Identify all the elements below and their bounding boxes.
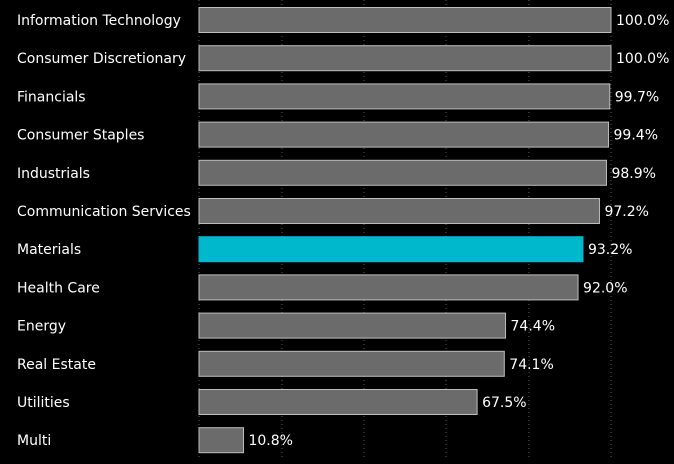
category-label: Information Technology: [17, 13, 181, 29]
value-label: 99.7%: [615, 89, 659, 105]
category-label: Multi: [17, 433, 51, 449]
value-label: 97.2%: [604, 204, 648, 220]
bar: [198, 274, 579, 301]
category-label: Communication Services: [17, 204, 191, 220]
value-label: 93.2%: [588, 242, 632, 258]
category-label: Materials: [17, 242, 81, 258]
bar-highlight: [198, 236, 584, 263]
value-label: 99.4%: [614, 128, 658, 144]
grid-layer: [198, 0, 612, 460]
bar: [198, 389, 478, 415]
bar: [198, 121, 610, 148]
category-label: Industrials: [17, 166, 90, 182]
bar: [198, 312, 507, 339]
category-label: Utilities: [17, 395, 70, 411]
bar: [198, 159, 607, 186]
bar: [198, 350, 505, 377]
value-label: 92.0%: [583, 280, 627, 296]
bar: [198, 45, 612, 72]
value-label: 74.4%: [511, 319, 555, 335]
bar: [198, 427, 244, 454]
bar: [198, 7, 612, 33]
category-label: Consumer Staples: [17, 128, 144, 144]
value-label: 100.0%: [616, 13, 669, 29]
category-label: Consumer Discretionary: [17, 51, 186, 67]
category-label: Financials: [17, 89, 86, 105]
bars-layer: [198, 7, 612, 454]
category-label: Energy: [17, 319, 66, 335]
value-label: 100.0%: [616, 51, 669, 67]
value-label: 67.5%: [482, 395, 526, 411]
value-label: 98.9%: [611, 166, 655, 182]
bar: [198, 198, 600, 224]
bar: [198, 83, 611, 110]
value-label: 10.8%: [248, 433, 292, 449]
labels-layer: Information Technology 100.0% Consumer Dis…: [17, 13, 669, 449]
category-label: Health Care: [17, 280, 100, 296]
category-label: Real Estate: [17, 357, 96, 373]
value-label: 74.1%: [509, 357, 553, 373]
